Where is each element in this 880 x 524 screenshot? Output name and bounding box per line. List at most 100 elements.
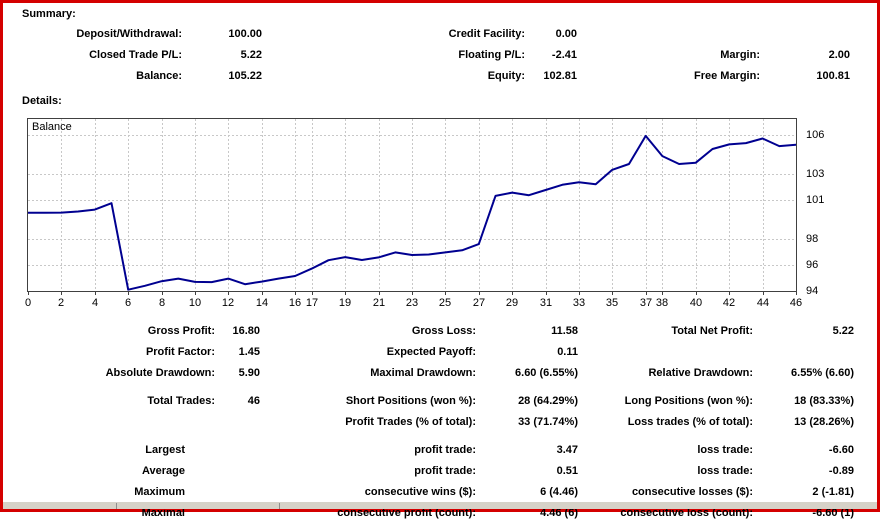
x-axis-tick — [412, 292, 413, 295]
stat-label — [578, 342, 753, 363]
x-axis-tick-label: 44 — [756, 297, 770, 309]
x-axis-tick-label: 25 — [438, 297, 452, 309]
stat-value: 33 (71.74%) — [518, 416, 578, 428]
stat-value: 16.80 — [232, 325, 260, 337]
stat-value: 2 (-1.81) — [812, 486, 854, 498]
strip-divider — [279, 503, 280, 509]
stat-value: 0.11 — [557, 346, 578, 358]
x-axis-tick-label: 35 — [605, 297, 619, 309]
bottom-strip — [3, 501, 877, 509]
stat-value: -0.89 — [828, 465, 854, 477]
stat-label: Expected Payoff: — [386, 346, 476, 358]
summary-value: 105.22 — [228, 70, 262, 82]
x-axis-tick-label: 33 — [572, 297, 586, 309]
x-axis-tick-label: 42 — [722, 297, 736, 309]
summary-label: Credit Facility: — [448, 28, 525, 40]
x-axis-tick — [61, 292, 62, 295]
stat-value — [185, 461, 260, 482]
x-axis-tick-label: 12 — [221, 297, 235, 309]
balance-chart-label: Balance — [32, 121, 72, 133]
summary-row: Deposit/Withdrawal: 100.00 Credit Facility… — [3, 24, 877, 45]
x-axis-tick-label: 46 — [789, 297, 803, 309]
stat-value: 1.45 — [238, 346, 260, 358]
stat-label: Profit Factor: — [145, 346, 215, 358]
stat-label: Short Positions (won %): — [345, 395, 476, 407]
x-axis-tick-label: 10 — [188, 297, 202, 309]
stat-value: 5.22 — [832, 325, 854, 337]
x-axis-tick — [195, 292, 196, 295]
x-axis-tick — [763, 292, 764, 295]
stat-value: 5.90 — [238, 367, 260, 379]
x-axis-tick-label: 21 — [372, 297, 386, 309]
x-axis-tick-label: 31 — [539, 297, 553, 309]
balance-plot — [28, 119, 796, 291]
stats-row: Total Trades: 46 Short Positions (won %): 2… — [3, 391, 877, 412]
stat-value: 28 (64.29%) — [518, 395, 578, 407]
stat-label: Maximum — [134, 486, 185, 498]
summary-value — [760, 24, 850, 45]
balance-line — [28, 134, 796, 291]
x-axis-tick-label: 16 — [288, 297, 302, 309]
summary-label: Equity: — [487, 70, 525, 82]
x-axis-tick — [262, 292, 263, 295]
summary-value: 2.00 — [828, 49, 850, 61]
stat-label: Maximal Drawdown: — [370, 367, 476, 379]
stat-label: Largest — [145, 444, 185, 456]
x-axis-tick-label: 0 — [24, 297, 32, 309]
summary-label: Margin: — [720, 49, 760, 61]
stat-label — [3, 412, 215, 433]
x-axis-tick-label: 8 — [158, 297, 166, 309]
stat-label: consecutive losses ($): — [631, 486, 753, 498]
stats-row: Gross Profit: 16.80 Gross Loss: 11.58 Total … — [3, 321, 877, 342]
stat-value — [215, 412, 260, 433]
summary-row: Closed Trade P/L: 5.22 Floating P/L: -2.41 M… — [3, 45, 877, 66]
x-axis-tick-label: 6 — [124, 297, 132, 309]
stat-value: 6.55% (6.60) — [791, 367, 854, 379]
summary-value: -2.41 — [551, 49, 577, 61]
summary-value: 100.00 — [228, 28, 262, 40]
summary-label — [577, 24, 760, 45]
stats-row: Absolute Drawdown: 5.90 Maximal Drawdown: 6… — [3, 363, 877, 384]
stat-label: loss trade: — [697, 465, 753, 477]
x-axis-tick — [729, 292, 730, 295]
x-axis-tick-label: 23 — [405, 297, 419, 309]
x-axis-tick-label: 38 — [655, 297, 669, 309]
stat-label: Absolute Drawdown: — [105, 367, 215, 379]
y-axis-tick-label: 106 — [806, 129, 825, 141]
x-axis-tick-label: 19 — [338, 297, 352, 309]
summary-label: Free Margin: — [693, 70, 760, 82]
y-axis-tick-label: 98 — [806, 233, 819, 245]
balance-chart: Balance — [27, 118, 797, 292]
x-axis-tick — [479, 292, 480, 295]
stat-value — [185, 440, 260, 461]
stat-label: Gross Profit: — [147, 325, 215, 337]
stat-value: 3.47 — [556, 444, 578, 456]
summary-value: 100.81 — [816, 70, 850, 82]
strip-divider — [116, 503, 117, 509]
stats-row: Profit Trades (% of total): 33 (71.74%) Lo… — [3, 412, 877, 433]
stat-value: 6 (4.46) — [540, 486, 578, 498]
stat-value: 13 (28.26%) — [794, 416, 854, 428]
x-axis-tick — [546, 292, 547, 295]
x-axis-tick-label: 37 — [639, 297, 653, 309]
summary-label: Deposit/Withdrawal: — [76, 28, 182, 40]
x-axis-tick-label: 17 — [305, 297, 319, 309]
x-axis-tick — [295, 292, 296, 295]
stat-label: Gross Loss: — [411, 325, 476, 337]
x-axis-tick — [796, 292, 797, 295]
x-axis-tick — [646, 292, 647, 295]
stats-row: Average profit trade: 0.51 loss trade: -0.89 — [3, 461, 877, 482]
report-page: Summary: Deposit/Withdrawal: 100.00 Credit… — [3, 3, 877, 519]
x-axis-tick — [512, 292, 513, 295]
x-axis-tick-label: 4 — [91, 297, 99, 309]
x-axis-tick — [379, 292, 380, 295]
stat-value — [753, 342, 854, 363]
summary-section-title: Summary: — [22, 8, 76, 20]
summary-label: Floating P/L: — [458, 49, 525, 61]
x-axis-tick — [696, 292, 697, 295]
stat-value: 6.60 (6.55%) — [515, 367, 578, 379]
stat-label: loss trade: — [697, 444, 753, 456]
stat-label: profit trade: — [414, 444, 476, 456]
x-axis-tick — [95, 292, 96, 295]
stat-value — [185, 482, 260, 503]
